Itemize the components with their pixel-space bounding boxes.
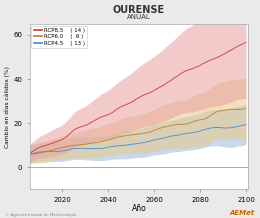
Y-axis label: Cambio en días cálidos (%): Cambio en días cálidos (%) — [5, 66, 10, 148]
Title: OURENSE: OURENSE — [113, 5, 165, 15]
Text: ANUAL: ANUAL — [127, 14, 151, 20]
Text: AEMet: AEMet — [230, 210, 255, 216]
Legend: RCP8.5    ( 14 ), RCP6.0    (  6 ), RCP4.5    ( 13 ): RCP8.5 ( 14 ), RCP6.0 ( 6 ), RCP4.5 ( 13… — [31, 26, 87, 48]
Text: © Agencia Estatal de Meteorología: © Agencia Estatal de Meteorología — [5, 213, 77, 217]
X-axis label: Año: Año — [132, 204, 146, 213]
